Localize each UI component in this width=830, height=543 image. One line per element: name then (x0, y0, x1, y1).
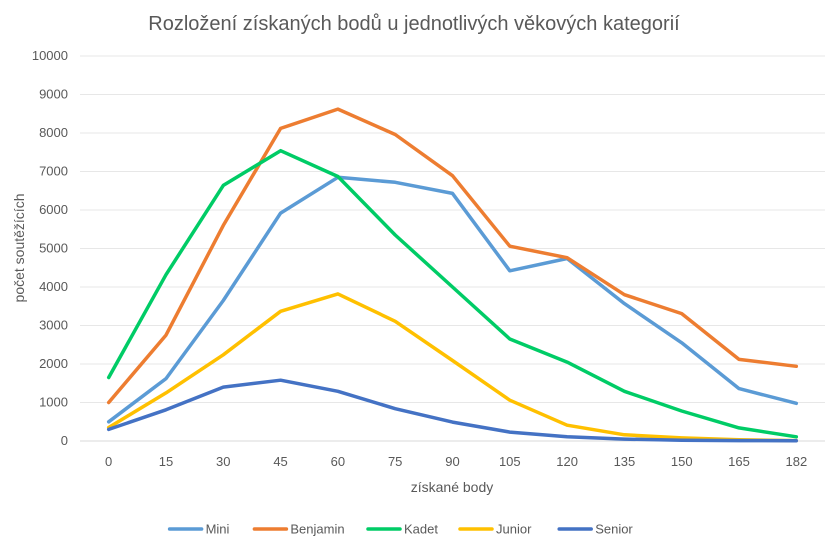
x-tick-label: 75 (388, 454, 402, 469)
x-tick-label: 165 (728, 454, 750, 469)
chart-title: Rozložení získaných bodů u jednotlivých … (148, 13, 680, 35)
x-tick-label: 15 (159, 454, 173, 469)
y-axis-label: počet soutěžících (11, 194, 27, 303)
x-tick-label: 90 (445, 454, 459, 469)
series-line-mini (106, 175, 799, 424)
x-tick-label: 105 (499, 454, 521, 469)
y-tick-label: 3000 (39, 318, 68, 333)
x-tick-label: 0 (105, 454, 112, 469)
y-tick-label: 2000 (39, 356, 68, 371)
legend-label-benjamin: Benjamin (290, 522, 344, 537)
y-tick-label: 0 (61, 433, 68, 448)
y-tick-label: 8000 (39, 125, 68, 140)
series-line-benjamin (106, 107, 799, 405)
x-tick-label: 60 (331, 454, 345, 469)
x-axis-ticks: 0 15 30 45 60 75 90 105 120 135 150 165 182 (105, 454, 807, 469)
y-tick-label: 4000 (39, 279, 68, 294)
series-lines (106, 107, 799, 443)
y-tick-label: 5000 (39, 241, 68, 256)
series-line-kadet (106, 148, 799, 439)
x-tick-label: 120 (556, 454, 578, 469)
legend-label-junior: Junior (496, 522, 532, 537)
y-tick-label: 6000 (39, 202, 68, 217)
y-tick-label: 10000 (32, 48, 68, 63)
y-tick-label: 9000 (39, 87, 68, 102)
legend: Mini Benjamin Kadet Junior Senior (167, 522, 633, 537)
x-tick-label: 45 (273, 454, 287, 469)
y-tick-label: 1000 (39, 395, 68, 410)
x-tick-label: 150 (671, 454, 693, 469)
x-tick-label: 135 (614, 454, 636, 469)
legend-label-senior: Senior (595, 522, 633, 537)
series-line-senior (106, 378, 799, 443)
y-tick-label: 7000 (39, 164, 68, 179)
legend-label-kadet: Kadet (404, 522, 438, 537)
gridlines (80, 55, 825, 442)
series-line-junior (106, 292, 799, 443)
x-axis-label: získané body (411, 479, 494, 495)
x-tick-label: 30 (216, 454, 230, 469)
y-axis-ticks: 0 1000 2000 3000 4000 5000 6000 7000 8000 9000 100… (32, 48, 68, 448)
x-tick-label: 182 (785, 454, 807, 469)
legend-label-mini: Mini (206, 522, 230, 537)
